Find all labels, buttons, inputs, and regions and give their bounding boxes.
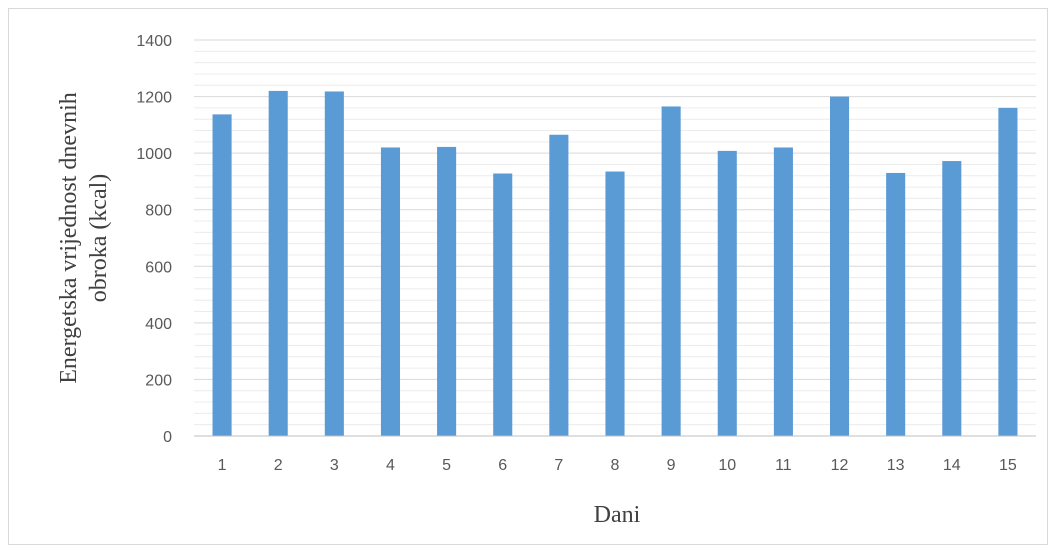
x-tick-label: 7 <box>554 457 563 474</box>
bar-day-15 <box>998 107 1018 436</box>
bar-day-4 <box>380 147 401 436</box>
y-tick-label: 200 <box>145 372 172 389</box>
x-tick-label: 2 <box>274 457 283 474</box>
y-axis-ticks: 0 200 400 600 800 1000 1200 1400 <box>136 33 172 446</box>
y-axis-title-line1: Energetska vrijednost dnevnih <box>56 92 82 384</box>
y-tick-label: 0 <box>163 429 172 446</box>
bar-day-9 <box>661 106 681 436</box>
y-tick-label: 1200 <box>136 90 172 107</box>
bar-day-10 <box>717 150 737 436</box>
x-tick-label: 14 <box>943 457 961 474</box>
x-tick-label: 10 <box>718 457 736 474</box>
bar-day-3 <box>324 91 344 436</box>
bar-day-2 <box>268 90 288 437</box>
chart-area <box>8 8 1048 545</box>
bar-day-7 <box>549 134 569 436</box>
x-tick-label: 4 <box>386 457 395 474</box>
bar-day-6 <box>493 173 513 436</box>
bar-day-13 <box>886 172 906 436</box>
x-tick-label: 15 <box>999 457 1017 474</box>
y-axis-title-line2: obroka (kcal) <box>86 174 112 303</box>
x-tick-label: 1 <box>218 457 227 474</box>
y-tick-label: 1000 <box>136 146 172 163</box>
x-tick-label: 5 <box>442 457 451 474</box>
x-tick-label: 13 <box>887 457 905 474</box>
bar-day-12 <box>829 96 850 437</box>
bar-day-8 <box>605 171 625 436</box>
x-tick-label: 8 <box>611 457 620 474</box>
x-axis-ticks: 1 2 3 4 5 6 7 8 9 10 11 12 13 14 15 <box>218 457 1017 474</box>
y-tick-label: 600 <box>145 259 172 276</box>
bar-day-1 <box>212 114 232 437</box>
x-tick-label: 9 <box>667 457 676 474</box>
y-tick-label: 1400 <box>136 33 172 50</box>
bars <box>212 90 1018 437</box>
y-tick-label: 400 <box>145 316 172 333</box>
y-tick-label: 800 <box>145 203 172 220</box>
x-tick-label: 12 <box>831 457 849 474</box>
x-tick-label: 6 <box>498 457 507 474</box>
bar-day-5 <box>437 146 457 437</box>
x-tick-label: 11 <box>775 457 792 474</box>
bar-day-11 <box>773 147 793 436</box>
x-axis-title: Dani <box>594 502 641 528</box>
bar-day-14 <box>942 161 962 436</box>
x-tick-label: 3 <box>330 457 339 474</box>
